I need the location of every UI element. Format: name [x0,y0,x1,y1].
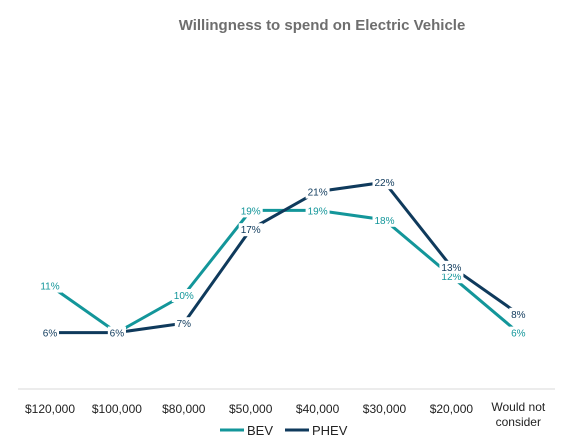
data-label-bev: 6% [511,329,526,340]
data-label-group: 7% [174,317,193,331]
data-label-background [509,307,528,321]
data-label-group: 10% [171,289,196,302]
data-label-group: 6% [107,326,126,340]
data-label-group: 6% [41,326,59,340]
data-label-phev: 21% [308,188,328,199]
data-label-group: 21% [305,185,330,199]
legend: BEV PHEV [220,423,348,438]
legend-label: PHEV [312,423,348,438]
x-tick-label: $80,000 [162,402,206,416]
data-label-background [238,204,263,218]
legend-item-bev: BEV [220,423,273,438]
data-label-group: 18% [372,213,397,227]
data-label-group: 19% [238,204,263,218]
data-label-group: 6% [509,326,528,340]
legend-item-phev: PHEV [285,423,348,438]
data-label-background [372,176,397,190]
data-label-background [372,213,397,227]
x-tick-label: $100,000 [92,402,142,416]
data-label-phev: 6% [110,329,125,340]
data-label-group: 13% [439,260,464,274]
data-label-bev: 18% [374,216,394,227]
series-line-phev [50,180,520,335]
data-label-phev: 22% [374,178,394,189]
data-label-background [509,326,528,340]
chart-title: Willingness to spend on Electric Vehicle [179,17,466,34]
data-label-background [305,204,330,218]
data-label-bev: 19% [241,206,261,217]
data-label-background [439,260,464,274]
data-label-layer: 11%6%10%19%19%18%12%6%6%6%7%17%21%22%13%… [38,176,528,340]
data-label-phev: 13% [441,263,461,274]
data-label-group: 17% [238,223,263,237]
series-layer [49,180,520,335]
data-label-bev: 11% [40,282,59,293]
x-axis-ticks: $120,000 $100,000 $80,000 $50,000 $40,000 $30… [25,400,546,429]
data-label-background [38,279,62,293]
data-label-phev: 6% [43,329,58,340]
data-label-background [305,185,330,199]
data-label-group: 19% [305,204,330,218]
data-label-phev: 8% [511,310,526,321]
data-label-background [174,317,193,331]
data-label-bev: 12% [441,272,461,283]
data-label-phev: 17% [241,225,261,236]
x-tick-label: $20,000 [430,402,474,416]
data-label-background [41,326,59,340]
x-tick-label: $120,000 [25,402,75,416]
legend-label: BEV [247,423,273,438]
x-tick-label: $30,000 [363,402,407,416]
data-label-background [171,289,196,302]
data-label-background [107,326,126,340]
data-label-phev: 7% [177,319,192,330]
data-label-bev: 10% [174,291,194,302]
data-label-background [238,223,263,237]
x-tick-label: $50,000 [229,402,273,416]
data-label-group: 22% [372,176,397,190]
x-tick-label: Would not consider [491,400,545,429]
data-label-group: 8% [509,307,528,321]
data-label-group: 11% [38,279,62,293]
x-tick-label: $40,000 [296,402,340,416]
data-label-bev: 19% [308,206,328,217]
